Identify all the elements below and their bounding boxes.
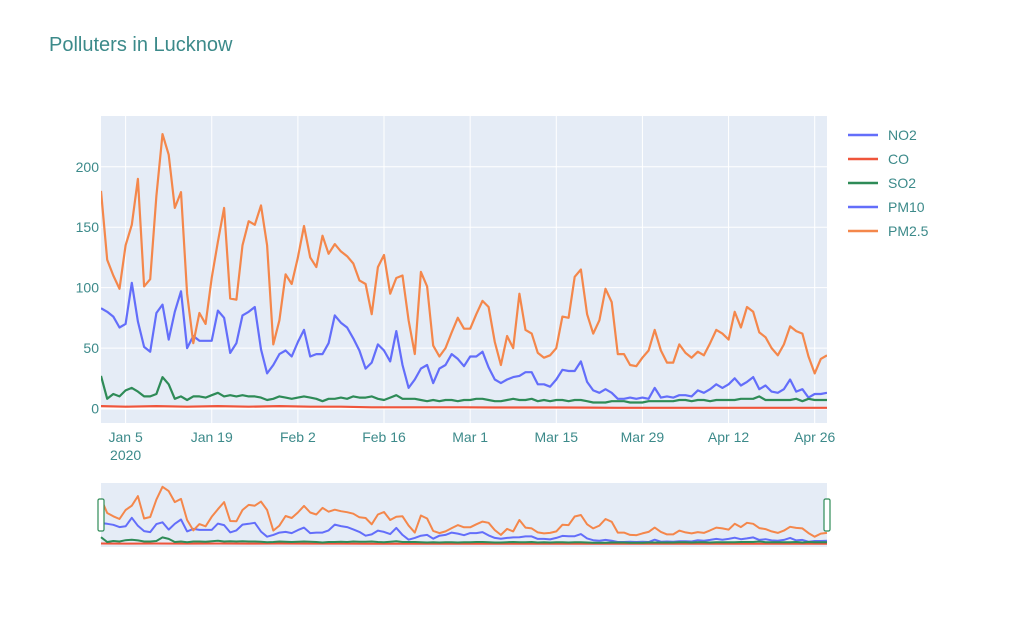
x-tick-label: Mar 1 xyxy=(452,429,488,445)
x-tick-sublabel: 2020 xyxy=(110,447,141,463)
x-tick-label: Feb 16 xyxy=(362,429,406,445)
legend-label: NO2 xyxy=(888,127,917,143)
legend-item[interactable]: PM10 xyxy=(848,199,925,215)
plot-area[interactable] xyxy=(101,116,827,423)
y-axis-ticks: 0 50 100 150 200 xyxy=(76,159,100,417)
series-line-so2 xyxy=(101,375,827,404)
y-tick-label: 0 xyxy=(91,400,99,416)
x-tick-label: Jan 5 xyxy=(108,429,142,445)
x-axis-ticks: Jan 5 2020 Jan 19 Feb 2 Feb 16 Mar 1 Mar 15 Mar… xyxy=(108,429,835,463)
series-lines xyxy=(101,133,827,409)
x-tick-label: Mar 29 xyxy=(621,429,665,445)
legend-label: SO2 xyxy=(888,175,916,191)
y-tick-label: 150 xyxy=(76,219,100,235)
x-tick-label: Jan 19 xyxy=(191,429,233,445)
legend-item[interactable]: PM2.5 xyxy=(848,223,929,239)
range-slider[interactable] xyxy=(97,483,831,547)
y-tick-label: 100 xyxy=(76,280,100,296)
x-tick-label: Mar 15 xyxy=(534,429,578,445)
legend-label: PM10 xyxy=(888,199,925,215)
series-line-no2 xyxy=(101,281,827,400)
x-tick-label: Apr 12 xyxy=(708,429,749,445)
y-tick-label: 50 xyxy=(83,340,99,356)
legend-item[interactable]: SO2 xyxy=(848,175,916,191)
y-tick-label: 200 xyxy=(76,159,100,175)
legend-item[interactable]: CO xyxy=(848,151,909,167)
legend-label: PM2.5 xyxy=(888,223,929,239)
slider-series-line xyxy=(100,516,828,543)
series-line-pm25 xyxy=(101,133,827,375)
series-line-co xyxy=(101,405,827,409)
chart-title: Polluters in Lucknow xyxy=(49,34,233,56)
legend[interactable]: NO2 CO SO2 PM10 PM2.5 xyxy=(848,127,929,239)
slider-series-line xyxy=(100,536,827,544)
x-tick-label: Apr 26 xyxy=(794,429,835,445)
x-gridlines xyxy=(125,116,816,423)
x-tick-label: Feb 2 xyxy=(280,429,316,445)
legend-label: CO xyxy=(888,151,909,167)
range-slider-right-handle[interactable] xyxy=(823,498,831,532)
slider-series-line xyxy=(100,485,828,538)
range-slider-left-handle[interactable] xyxy=(97,498,105,532)
range-slider-background[interactable] xyxy=(101,483,827,547)
legend-item[interactable]: NO2 xyxy=(848,127,917,143)
